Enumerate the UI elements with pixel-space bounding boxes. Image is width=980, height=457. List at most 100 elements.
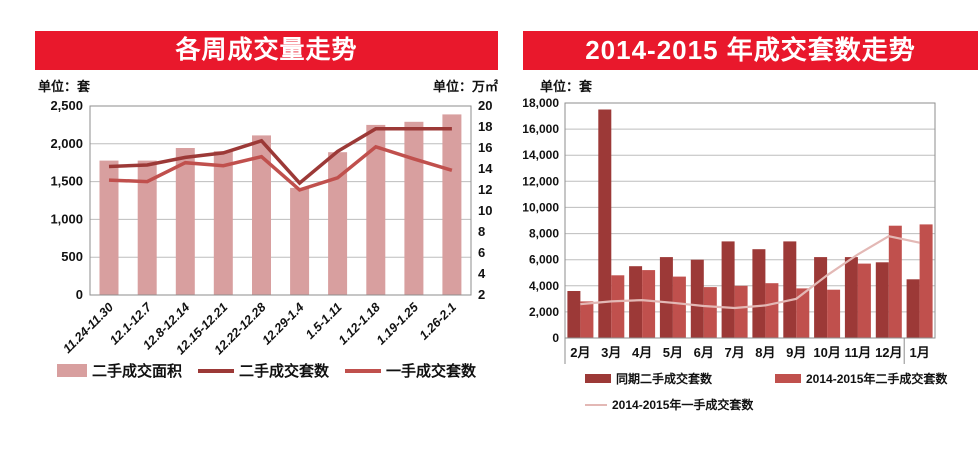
line-一手成交套数 <box>108 144 453 192</box>
bar-同期二手成交套数 <box>629 266 643 338</box>
bar-2014-2015年二手成交套数 <box>796 288 810 338</box>
x-axis-category-label: 5月 <box>663 345 683 360</box>
y-axis-tick-label: 10,000 <box>522 200 559 214</box>
bar-2014-2015年二手成交套数 <box>580 301 594 338</box>
right-chart-unit-label: 单位：套 <box>540 79 593 94</box>
legend-label: 2014-2015年二手成交套数 <box>806 372 948 386</box>
legend-item-ershou-units: 二手成交套数 <box>197 360 329 381</box>
pink-line-swatch-icon <box>585 403 607 406</box>
legend-item-2014-2015-yishou: 2014-2015年一手成交套数 <box>585 396 753 413</box>
secondary-y-axis-tick-label: 18 <box>478 119 492 134</box>
x-axis-category-label: 2月 <box>570 345 590 360</box>
bar-同期二手成交套数 <box>567 291 581 338</box>
line-二手成交套数 <box>108 126 452 186</box>
y-axis-tick-label: 18,000 <box>522 96 559 110</box>
weekly-volume-chart: 2,500 2,000 1,500 1,000 500 0 20 18 16 14 12 10 8 6 4 2… <box>50 98 493 357</box>
legend-label: 同期二手成交套数 <box>616 372 713 386</box>
plot-border <box>89 105 472 296</box>
bar-同期二手成交套数 <box>783 241 797 338</box>
y-axis-tick-label: 0 <box>76 287 83 302</box>
y-axis-tick-label: 4,000 <box>529 279 559 293</box>
left-chart-title-banner: 各周成交量走势 <box>35 31 498 70</box>
legend-label: 二手成交面积 <box>91 363 182 380</box>
right-chart-title: 2014-2015 年成交套数走势 <box>585 35 916 65</box>
bar-2014-2015年二手成交套数 <box>765 283 779 338</box>
x-axis-category-label: 4月 <box>632 345 652 360</box>
x-axis-category-label: 11.24-11.30 <box>60 300 116 356</box>
bar-同期二手成交套数 <box>814 257 828 338</box>
x-axis-category-label: 11月 <box>845 345 872 360</box>
legend-item-tongqi-ershou: 同期二手成交套数 <box>585 370 712 387</box>
bar-2014-2015年二手成交套数 <box>642 270 656 338</box>
x-axis-category-label: 3月 <box>601 345 621 360</box>
left-chart-legend: 二手成交面积 二手成交套数 一手成交套数 <box>35 360 498 381</box>
secondary-y-axis-tick-label: 20 <box>478 98 492 113</box>
bar-二手成交面积 <box>99 160 119 295</box>
y-axis-tick-label: 8,000 <box>529 227 559 241</box>
bar-二手成交面积 <box>404 121 424 296</box>
y-axis-tick-label: 2,000 <box>50 136 83 151</box>
right-chart-title-banner: 2014-2015 年成交套数走势 <box>523 31 978 70</box>
y-axis-tick-label: 12,000 <box>522 174 559 188</box>
bar-2014-2015年二手成交套数 <box>857 263 871 338</box>
bar-2014-2015年二手成交套数 <box>703 287 717 338</box>
x-axis-category-label: 1.19-1.25 <box>374 299 422 347</box>
legend-item-ershou-area: 二手成交面积 <box>56 360 182 381</box>
x-axis-category-label: 12月 <box>875 345 902 360</box>
bar-2014-2015年二手成交套数 <box>672 276 686 338</box>
bar-2014-2015年二手成交套数 <box>827 289 841 338</box>
bar-二手成交面积 <box>213 151 233 295</box>
pink-bar-swatch-icon <box>56 364 87 377</box>
secondary-y-axis-tick-label: 10 <box>478 203 492 218</box>
red-bar-swatch-icon <box>775 374 801 383</box>
x-axis-category-label: 1.26-2.1 <box>417 300 459 342</box>
y-axis-tick-label: 2,000 <box>529 305 559 319</box>
monthly-units-chart: 18,000 16,000 14,000 12,000 10,000 8,000 6,000… <box>522 96 936 364</box>
legend-label: 一手成交套数 <box>386 363 477 380</box>
left-chart-title: 各周成交量走势 <box>175 36 358 64</box>
bar-同期二手成交套数 <box>752 249 766 338</box>
bar-二手成交面积 <box>442 114 462 296</box>
left-chart-unit-left-label: 单位：套 <box>38 79 91 94</box>
red-line-swatch-icon <box>345 368 381 373</box>
bar-2014-2015年二手成交套数 <box>888 225 902 338</box>
bar-同期二手成交套数 <box>598 109 612 338</box>
x-axis-category-label: 9月 <box>786 345 806 360</box>
x-axis-category-label: 10月 <box>813 345 840 360</box>
x-axis-category-label: 12.29-1.4 <box>259 300 306 347</box>
bar-二手成交面积 <box>290 187 310 295</box>
plot-border <box>564 102 936 339</box>
y-axis-tick-label: 14,000 <box>522 148 559 162</box>
secondary-y-axis-tick-label: 6 <box>478 245 485 260</box>
bar-2014-2015年二手成交套数 <box>611 275 625 338</box>
left-chart-unit-right-label: 单位：万㎡ <box>432 79 498 94</box>
dark-red-line-swatch-icon <box>197 368 234 373</box>
legend-label: 二手成交套数 <box>238 363 329 380</box>
legend-label: 2014-2015年一手成交套数 <box>612 398 754 412</box>
bar-同期二手成交套数 <box>875 262 889 338</box>
line-2014-2015年一手成交套数 <box>580 235 920 310</box>
bar-同期二手成交套数 <box>690 259 704 338</box>
y-axis-tick-label: 500 <box>61 249 83 264</box>
secondary-y-axis-tick-label: 2 <box>478 287 485 302</box>
y-axis-tick-label: 16,000 <box>522 122 559 136</box>
x-axis-category-label: 6月 <box>694 345 714 360</box>
y-axis-tick-label: 1,000 <box>50 211 83 226</box>
bar-同期二手成交套数 <box>721 241 735 338</box>
bar-二手成交面积 <box>328 152 348 295</box>
x-axis-category-label: 1月 <box>909 345 929 360</box>
secondary-y-axis-tick-label: 8 <box>478 224 485 239</box>
x-axis-category-label: 8月 <box>755 345 775 360</box>
y-axis-tick-label: 2,500 <box>50 98 83 113</box>
bar-二手成交面积 <box>252 135 271 295</box>
bar-同期二手成交套数 <box>659 257 673 338</box>
secondary-y-axis-tick-label: 4 <box>478 266 486 281</box>
bar-二手成交面积 <box>137 160 157 295</box>
dark-red-bar-swatch-icon <box>585 374 611 383</box>
bar-二手成交面积 <box>175 148 195 295</box>
y-axis-tick-label: 0 <box>552 331 559 345</box>
legend-item-2014-2015-ershou: 2014-2015年二手成交套数 <box>775 370 947 387</box>
bar-2014-2015年二手成交套数 <box>919 224 933 338</box>
y-axis-tick-label: 1,500 <box>50 174 83 189</box>
x-axis-category-label: 7月 <box>724 345 744 360</box>
